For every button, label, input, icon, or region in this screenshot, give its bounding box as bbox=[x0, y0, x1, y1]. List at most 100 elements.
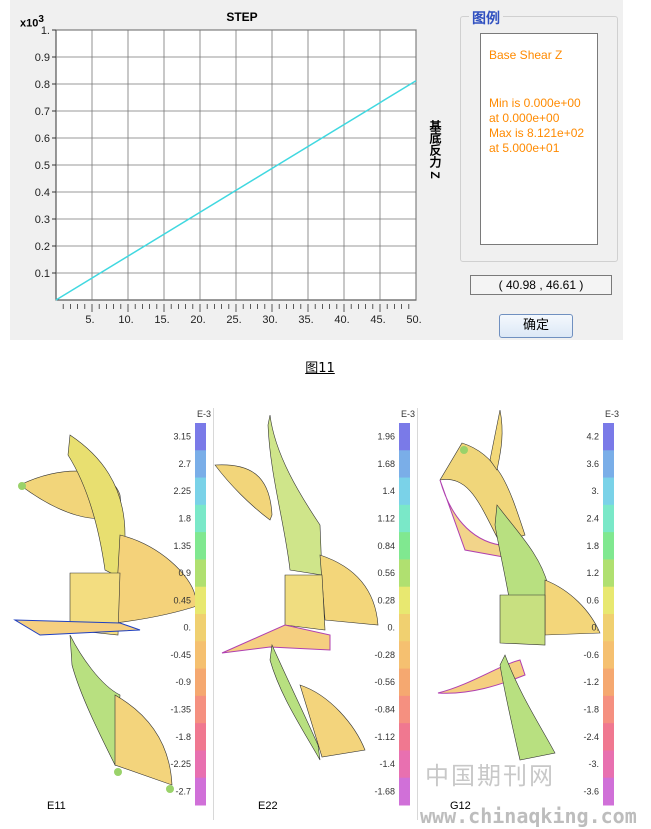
colorbar-tick-label: 1.8 bbox=[586, 541, 599, 551]
x-tick-label: 10. bbox=[118, 314, 133, 326]
colorbar-tick-label: 4.2 bbox=[586, 432, 599, 442]
colorbar-tick-label: -0.28 bbox=[374, 650, 395, 660]
scale-exponent: 3 bbox=[38, 14, 44, 25]
colorbar-segment bbox=[195, 477, 206, 506]
colorbar-segment bbox=[399, 723, 410, 751]
colorbar-segment bbox=[399, 504, 410, 533]
watermark-text: 中国期刊网 bbox=[425, 762, 555, 790]
x-tick-label: 45. bbox=[370, 314, 385, 326]
x-tick-label: 40. bbox=[334, 314, 349, 326]
panel-label-e11: E11 bbox=[47, 800, 66, 812]
colorbar-segment bbox=[399, 559, 410, 588]
colorbar-segment bbox=[603, 668, 614, 697]
colorbar-tick-label: -1.2 bbox=[583, 677, 599, 687]
colorbar-tick-label: 0.9 bbox=[178, 568, 191, 578]
colorbar-tick-label: 2.4 bbox=[586, 514, 599, 524]
colorbar-segment bbox=[399, 450, 410, 479]
colorbar-segment bbox=[603, 532, 614, 560]
colorbar-segment bbox=[195, 695, 206, 724]
colorbar-tick-label: 1.12 bbox=[377, 514, 395, 524]
colorbar-segment bbox=[603, 559, 614, 588]
colorbar-segment bbox=[399, 641, 410, 670]
colorbar-segment bbox=[195, 586, 206, 615]
colorbar-tick-label: 1.35 bbox=[173, 541, 191, 551]
contour-figure: E-3 3.15 2.7 2.25 1.8 1.35 0.9 0.45 0. -0.45 -0.9 -… bbox=[13, 409, 619, 806]
colorbar-segment bbox=[399, 614, 410, 642]
colorbar-tick-label: -0.6 bbox=[583, 650, 599, 660]
colorbar-tick-label: -1.8 bbox=[175, 732, 191, 742]
colorbar-tick-label: 1.96 bbox=[377, 432, 395, 442]
colorbar-segment bbox=[195, 504, 206, 533]
panel-divider bbox=[417, 408, 418, 820]
colorbar-segment bbox=[195, 559, 206, 588]
x-tick-label: 25. bbox=[226, 314, 241, 326]
colorbar-segment bbox=[399, 668, 410, 697]
colorbar-tick-label: 0.28 bbox=[377, 595, 395, 605]
colorbar-segment bbox=[399, 423, 410, 451]
colorbar-segment bbox=[603, 750, 614, 779]
colorbar-tick-label: 2.7 bbox=[178, 459, 191, 469]
colorbar-tick-label: 0. bbox=[591, 623, 599, 633]
colorbar-segment bbox=[399, 586, 410, 615]
colorbar-unit: E-3 bbox=[197, 409, 211, 419]
colorbar-segment bbox=[603, 614, 614, 642]
y-tick-label: 1. bbox=[41, 26, 50, 37]
colorbar-tick-label: -1.68 bbox=[374, 786, 395, 796]
legend-box: Base Shear Z Min is 0.000e+00 at 0.000e+… bbox=[480, 33, 598, 245]
x-tick-label: 35. bbox=[298, 314, 313, 326]
colorbar-segment bbox=[195, 423, 206, 451]
colorbar-tick-label: -3. bbox=[588, 759, 599, 769]
colorbar-unit: E-3 bbox=[401, 409, 415, 419]
y-tick-label: 0.6 bbox=[35, 133, 50, 145]
colorbar-tick-label: 1.68 bbox=[377, 459, 395, 469]
colorbar-segment bbox=[603, 641, 614, 670]
x-tick-label: 5. bbox=[85, 314, 94, 326]
x-tick-label: 50. bbox=[406, 314, 421, 326]
colorbar-segment bbox=[603, 586, 614, 615]
colorbar-tick-label: 0.56 bbox=[377, 568, 395, 578]
colorbar-segment bbox=[195, 450, 206, 479]
colorbar-segment bbox=[195, 777, 206, 806]
panel-label-e22: E22 bbox=[258, 800, 278, 812]
colorbar-tick-label: 0. bbox=[183, 623, 191, 633]
colorbar-tick-label: -0.56 bbox=[374, 677, 395, 687]
colorbar-segment bbox=[195, 614, 206, 642]
scale-prefix: x10 bbox=[20, 17, 39, 30]
colorbar-segment bbox=[603, 723, 614, 751]
colorbar-segment bbox=[603, 477, 614, 506]
y-tick-label: 0.2 bbox=[35, 241, 50, 253]
colorbar-segment bbox=[399, 695, 410, 724]
colorbar-segment bbox=[195, 723, 206, 751]
x-tick-label: 30. bbox=[262, 314, 277, 326]
colorbar-tick-label: 1.8 bbox=[178, 514, 191, 524]
y-tick-label: 0.7 bbox=[35, 106, 50, 118]
colorbar-tick-label: -2.4 bbox=[583, 732, 599, 742]
y-tick-label: 0.4 bbox=[35, 187, 50, 199]
colorbar-tick-label: 0. bbox=[387, 623, 395, 633]
y-tick-label: 0.8 bbox=[35, 79, 50, 91]
colorbar-segment bbox=[195, 641, 206, 670]
colorbar-segment bbox=[195, 532, 206, 560]
ok-button[interactable]: 确定 bbox=[499, 314, 573, 338]
panel-label-g12: G12 bbox=[450, 800, 471, 812]
x-tick-label: 15. bbox=[154, 314, 169, 326]
colorbar-tick-label: -1.4 bbox=[379, 759, 395, 769]
watermark-url: www.chinaqking.com bbox=[420, 804, 637, 828]
g12-model bbox=[437, 409, 601, 761]
colorbar-segment bbox=[603, 450, 614, 479]
colorbar-segment bbox=[603, 504, 614, 533]
legend-frame bbox=[460, 16, 618, 262]
series-line bbox=[55, 80, 417, 301]
colorbar-segment bbox=[399, 532, 410, 560]
colorbar-tick-label: -2.25 bbox=[170, 759, 191, 769]
panel-divider bbox=[213, 408, 214, 820]
x-tick-label: 20. bbox=[190, 314, 205, 326]
colorbar-tick-label: -0.9 bbox=[175, 677, 191, 687]
colorbar-tick-label: -1.12 bbox=[374, 732, 395, 742]
colorbar-segment bbox=[603, 695, 614, 724]
colorbar-segment bbox=[603, 423, 614, 451]
colorbar-unit: E-3 bbox=[605, 409, 619, 419]
y-tick-label: 0.1 bbox=[35, 268, 50, 280]
colorbar-tick-label: 3.6 bbox=[586, 459, 599, 469]
colorbar-tick-label: 0.45 bbox=[173, 595, 191, 605]
